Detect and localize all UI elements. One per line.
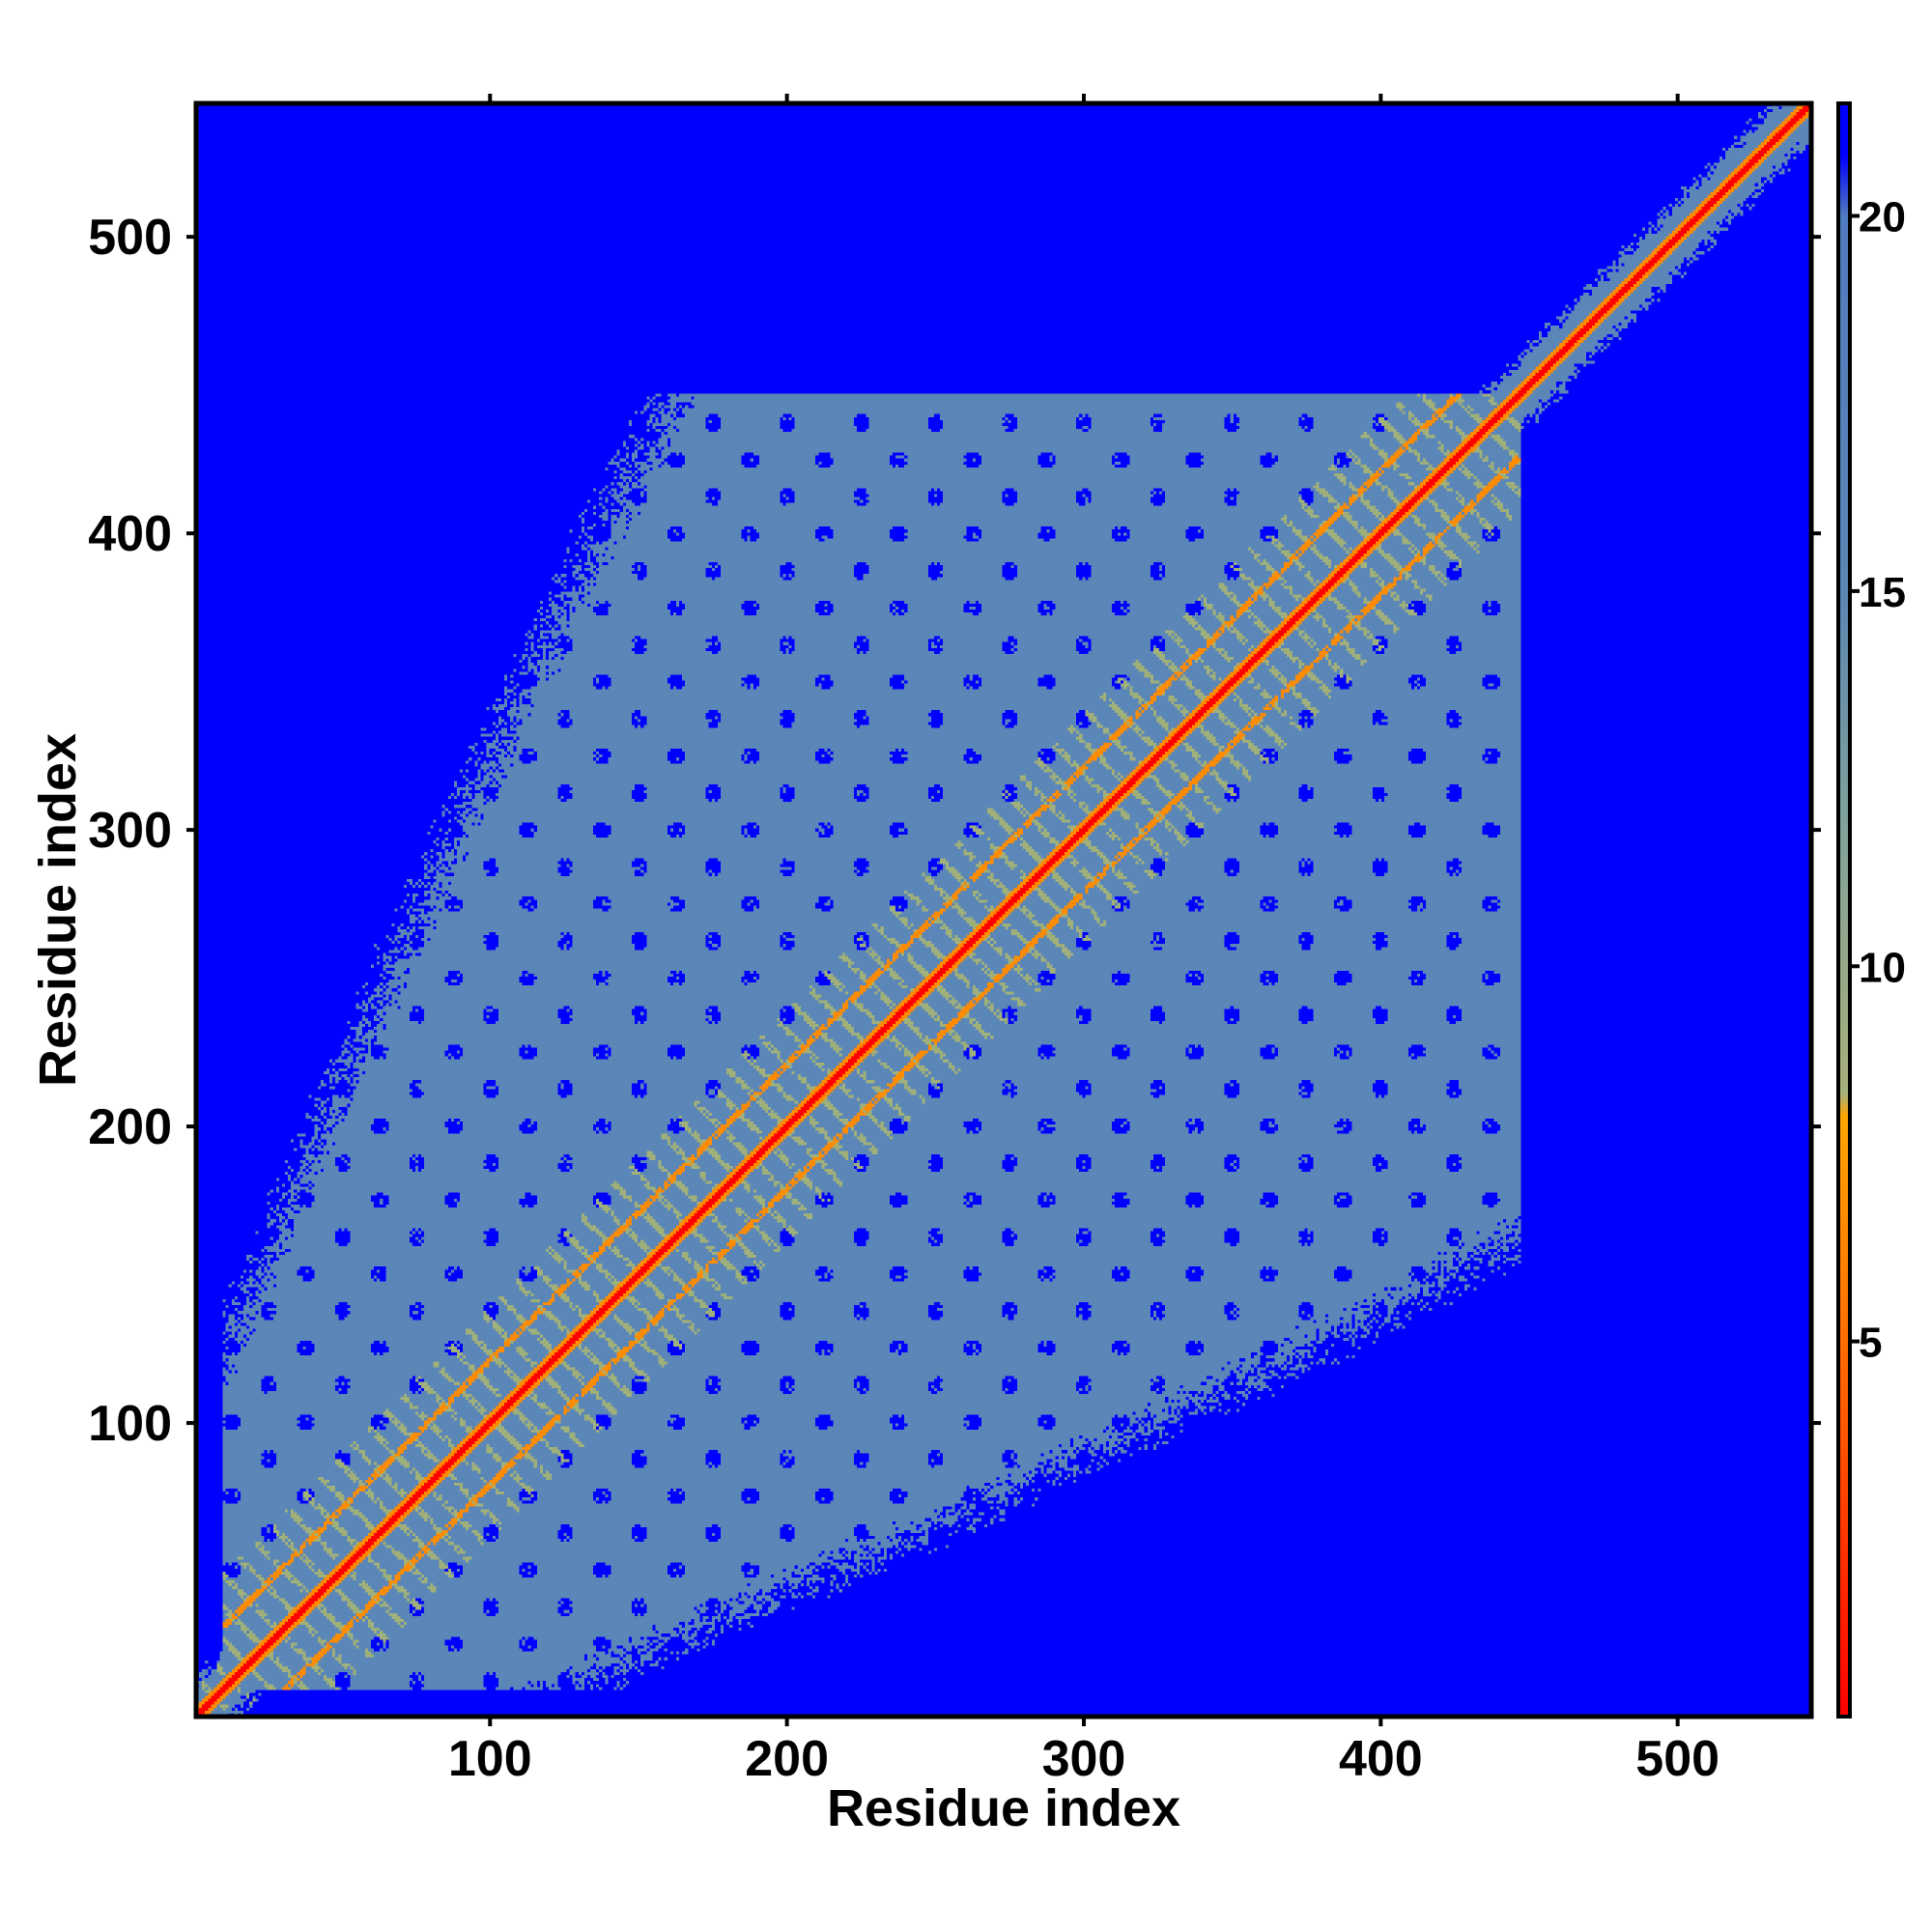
colorbar: 5 10 15 20	[1836, 101, 1906, 1719]
heatmap-cells	[196, 103, 1811, 1717]
colorbar-tick-label: 10	[1859, 944, 1906, 991]
colorbar-tick-label: 5	[1859, 1320, 1882, 1367]
y-tick-label: 300	[88, 803, 172, 859]
colorbar-tick-label: 15	[1859, 569, 1906, 616]
colorbar-gradient	[1838, 103, 1850, 1717]
y-tick-label: 200	[88, 1099, 172, 1155]
y-tick-label: 400	[88, 506, 172, 562]
y-axis: 100 200 300 400 500	[88, 210, 1821, 1452]
x-axis-label: Residue index	[827, 1779, 1180, 1837]
y-axis-label: Residue index	[29, 733, 87, 1087]
x-tick-label: 300	[1042, 1731, 1126, 1787]
x-tick-label: 100	[448, 1731, 532, 1787]
plot-frame	[193, 100, 1814, 1719]
colorbar-tick-label: 20	[1859, 194, 1906, 242]
x-tick-label: 200	[745, 1731, 829, 1787]
x-tick-label: 400	[1339, 1731, 1423, 1787]
heatmap-plot-area	[196, 103, 1811, 1717]
x-tick-label: 500	[1635, 1731, 1719, 1787]
y-tick-label: 100	[88, 1396, 172, 1452]
x-axis: 100 200 300 400 500	[448, 94, 1719, 1787]
colorbar-ticks: 5 10 15 20	[1850, 194, 1906, 1367]
y-tick-label: 500	[88, 210, 172, 266]
colorbar-frame	[1836, 101, 1852, 1719]
